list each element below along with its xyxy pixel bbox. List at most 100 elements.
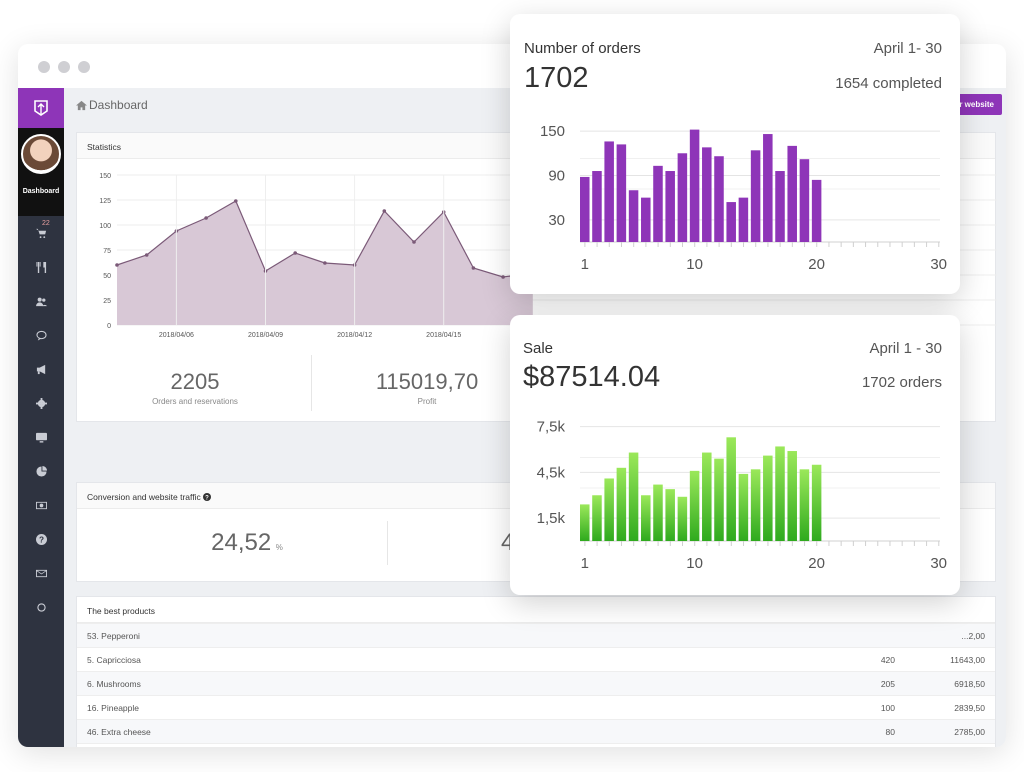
sidebar-item-cart[interactable]: 22 — [18, 216, 64, 250]
table-row[interactable]: 5. Capricciosa 420 11643,00 — [77, 647, 995, 672]
bar[interactable] — [775, 171, 785, 242]
bar[interactable] — [738, 473, 749, 541]
mail-icon — [35, 569, 47, 577]
area-point[interactable] — [412, 240, 416, 244]
area-point[interactable] — [501, 275, 505, 279]
breadcrumb[interactable]: Dashboard — [76, 98, 148, 112]
profit-stat-value: 115019,70 — [375, 369, 479, 394]
home-icon — [76, 100, 87, 110]
table-row[interactable]: 16. Pineapple 100 2839,50 — [77, 695, 995, 720]
table-row[interactable]: 6. Mushrooms 205 6918,50 — [77, 671, 995, 696]
bar[interactable] — [702, 452, 712, 541]
bar[interactable] — [714, 458, 724, 541]
orders-card: Number of orders April 1- 30 1702 1654 c… — [510, 14, 960, 294]
bar[interactable] — [787, 145, 797, 242]
sidebar-item-logout[interactable] — [18, 590, 64, 624]
sidebar-item-help[interactable]: ? — [18, 522, 64, 556]
bar[interactable] — [726, 202, 736, 242]
bar[interactable] — [726, 437, 736, 541]
sidebar-item-payments[interactable] — [18, 488, 64, 522]
window-minimize-dot[interactable] — [58, 61, 70, 73]
table-row[interactable]: 53. Pepperoni ...2,00 — [77, 623, 995, 648]
bar[interactable] — [689, 129, 700, 242]
area-point[interactable] — [204, 216, 208, 220]
bar[interactable] — [811, 464, 822, 541]
bar[interactable] — [714, 156, 724, 242]
bar[interactable] — [775, 446, 785, 541]
bar[interactable] — [628, 452, 639, 541]
area-point[interactable] — [293, 251, 297, 255]
avatar[interactable] — [21, 134, 61, 174]
bar[interactable] — [628, 190, 639, 242]
area-point[interactable] — [323, 261, 327, 265]
sale-card: Sale April 1 - 30 $87514.04 1702 orders … — [510, 315, 960, 595]
sidebar-item-mail[interactable] — [18, 556, 64, 590]
bar[interactable] — [665, 489, 675, 541]
orders-card-range[interactable]: April 1- 30 — [873, 40, 942, 57]
window-close-dot[interactable] — [38, 61, 50, 73]
money-icon — [35, 501, 47, 509]
sidebar-item-website[interactable] — [18, 420, 64, 454]
sidebar-item-marketing[interactable] — [18, 352, 64, 386]
sidebar-item-messages[interactable] — [18, 318, 64, 352]
bar[interactable] — [604, 478, 614, 541]
sale-card-title: Sale — [523, 340, 554, 357]
bar[interactable] — [653, 484, 663, 541]
bar[interactable] — [616, 467, 627, 541]
sidebar-item-reports[interactable] — [18, 454, 64, 488]
bar[interactable] — [592, 495, 602, 541]
bar[interactable] — [799, 159, 810, 242]
power-icon — [36, 602, 46, 612]
bar[interactable] — [689, 470, 700, 541]
bar[interactable] — [702, 147, 712, 242]
table-row[interactable]: 46. Extra cheese 80 2785,00 — [77, 719, 995, 744]
product-qty — [845, 623, 905, 648]
best-products-panel: The best products 53. Pepperoni ...2,00 5.… — [76, 596, 996, 747]
sidebar-item-settings[interactable] — [18, 386, 64, 420]
help-icon: ? — [35, 533, 47, 545]
conversion-title: Conversion and website traffic — [87, 492, 201, 502]
bar[interactable] — [799, 469, 810, 541]
bar[interactable] — [677, 496, 688, 541]
bar[interactable] — [677, 153, 688, 242]
product-name: 1. Margherita — [77, 743, 845, 747]
sidebar: Dashboard 22 — [18, 88, 64, 747]
view-website-button[interactable]: r website — [951, 94, 1002, 115]
bar[interactable] — [641, 197, 651, 242]
bar[interactable] — [604, 141, 614, 242]
bar[interactable] — [738, 197, 749, 242]
table-row[interactable]: 1. Margherita1102215,50 — [77, 743, 995, 747]
bar-x-tick: 1 — [581, 256, 589, 273]
bar-x-tick: 10 — [686, 555, 703, 572]
area-point[interactable] — [144, 253, 149, 257]
window-maximize-dot[interactable] — [78, 61, 90, 73]
help-circle-icon[interactable]: ? — [203, 493, 212, 501]
area-y-tick: 75 — [103, 248, 111, 255]
bar[interactable] — [787, 451, 797, 541]
bar[interactable] — [580, 504, 590, 541]
bar-y-tick: 30 — [548, 212, 565, 229]
sidebar-item-users[interactable] — [18, 284, 64, 318]
bar[interactable] — [580, 176, 590, 242]
bar[interactable] — [811, 179, 822, 242]
sidebar-item-menu[interactable] — [18, 250, 64, 284]
bar[interactable] — [616, 144, 627, 242]
area-point[interactable] — [382, 209, 387, 213]
sale-card-orders: 1702 orders — [861, 374, 942, 391]
area-point[interactable] — [471, 266, 476, 270]
bar[interactable] — [641, 495, 651, 541]
area-point[interactable] — [115, 263, 119, 267]
sale-card-range[interactable]: April 1 - 30 — [869, 340, 942, 357]
product-total: 6918,50 — [905, 671, 995, 696]
bar[interactable] — [653, 165, 663, 242]
area-point[interactable] — [234, 199, 238, 203]
bar[interactable] — [763, 455, 773, 541]
bar[interactable] — [592, 171, 602, 242]
bar[interactable] — [750, 150, 761, 242]
bar[interactable] — [750, 469, 761, 541]
app-logo[interactable] — [18, 88, 64, 128]
bar-x-tick: 30 — [930, 555, 947, 572]
bar[interactable] — [665, 171, 675, 242]
cart-icon — [35, 228, 46, 238]
bar[interactable] — [763, 134, 773, 242]
